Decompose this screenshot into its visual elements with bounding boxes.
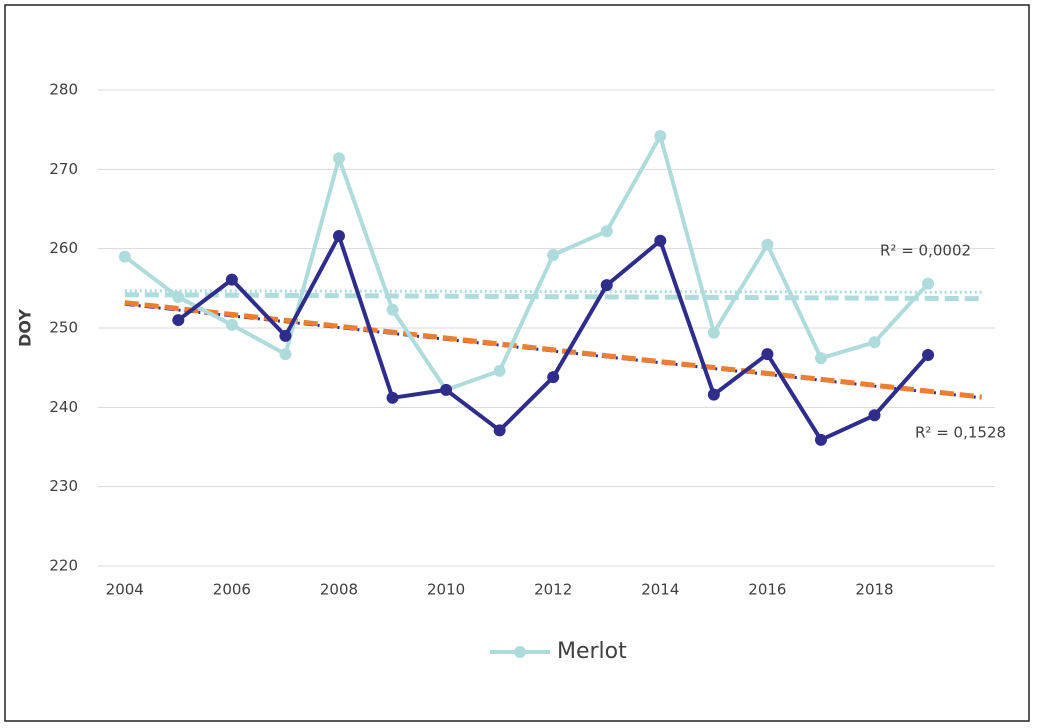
marker (868, 409, 881, 422)
marker (386, 391, 399, 404)
marker (547, 249, 560, 262)
marker (332, 229, 345, 242)
marker (172, 314, 185, 327)
y-tick-label: 220 (49, 557, 78, 575)
frame (4, 4, 1030, 722)
marker (547, 371, 560, 384)
y-tick-label: 250 (49, 319, 78, 337)
marker (707, 388, 720, 401)
marker (922, 277, 935, 290)
marker (279, 329, 292, 342)
marker (332, 152, 345, 165)
x-tick-label: 2014 (641, 581, 679, 599)
y-tick-label: 240 (49, 398, 78, 416)
x-tick-label: 2004 (106, 581, 144, 599)
x-tick-label: 2006 (213, 581, 251, 599)
marker (279, 348, 292, 361)
marker (493, 364, 506, 377)
marker (118, 250, 131, 263)
marker (814, 433, 827, 446)
marker (600, 225, 613, 238)
marker (761, 348, 774, 361)
marker (493, 424, 506, 437)
marker (600, 279, 613, 292)
marker (922, 348, 935, 361)
legend-label: Merlot (557, 639, 627, 664)
y-axis-label: DOY (16, 309, 35, 347)
y-tick-label: 270 (49, 160, 78, 178)
marker (386, 303, 399, 316)
marker (814, 352, 827, 365)
annotation: R² = 0,0002 (880, 242, 971, 260)
x-tick-label: 2016 (748, 581, 786, 599)
marker (761, 238, 774, 251)
marker (868, 336, 881, 349)
marker (172, 291, 185, 304)
x-tick-label: 2008 (320, 581, 358, 599)
marker (225, 318, 238, 331)
y-tick-label: 260 (49, 239, 78, 257)
x-tick-label: 2010 (427, 581, 465, 599)
marker (707, 326, 720, 339)
y-tick-label: 230 (49, 477, 78, 495)
series-line (123, 134, 930, 392)
x-tick-label: 2012 (534, 581, 572, 599)
annotation: R² = 0,1528 (915, 424, 1006, 442)
x-tick-label: 2018 (855, 581, 893, 599)
trend-line (124, 292, 982, 302)
marker (225, 273, 238, 286)
marker (654, 234, 667, 247)
legend-marker (514, 646, 526, 658)
y-tick-label: 280 (49, 81, 78, 99)
marker (654, 130, 667, 143)
marker (440, 383, 453, 396)
